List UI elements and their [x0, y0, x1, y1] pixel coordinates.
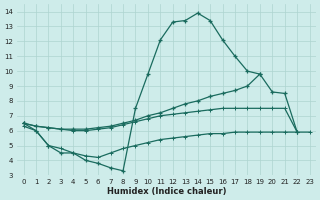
X-axis label: Humidex (Indice chaleur): Humidex (Indice chaleur) — [107, 187, 226, 196]
